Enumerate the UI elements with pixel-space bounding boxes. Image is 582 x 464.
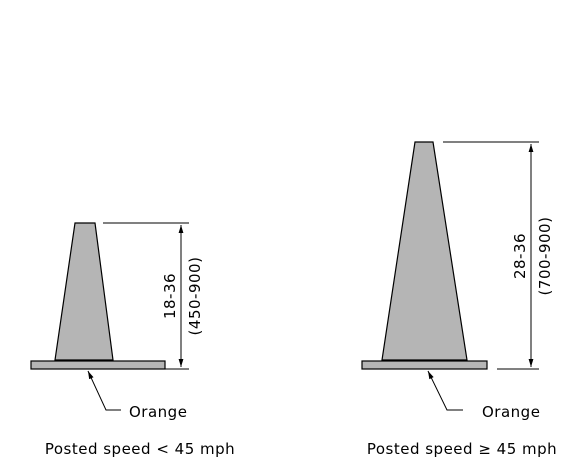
- cone-base: [361, 360, 488, 370]
- color-label: Orange: [129, 403, 187, 421]
- cone-body: [381, 141, 468, 361]
- caption: Posted speed < 45 mph: [45, 440, 235, 458]
- cone-base: [30, 360, 166, 370]
- leader-line: [87, 370, 121, 411]
- caption: Posted speed ≥ 45 mph: [367, 440, 557, 458]
- color-label: Orange: [482, 403, 540, 421]
- cone-large: 28-36 (700-900) Orange Posted speed ≥ 45…: [361, 141, 557, 458]
- height-label: 28-36: [511, 233, 529, 279]
- height-metric-label: (450-900): [186, 257, 204, 336]
- height-metric-label: (700-900): [536, 217, 554, 296]
- cone-small: 18-36 (450-900) Orange Posted speed < 45…: [30, 222, 235, 458]
- leader-line: [427, 370, 463, 411]
- height-label: 18-36: [161, 273, 179, 319]
- cone-body: [54, 222, 114, 361]
